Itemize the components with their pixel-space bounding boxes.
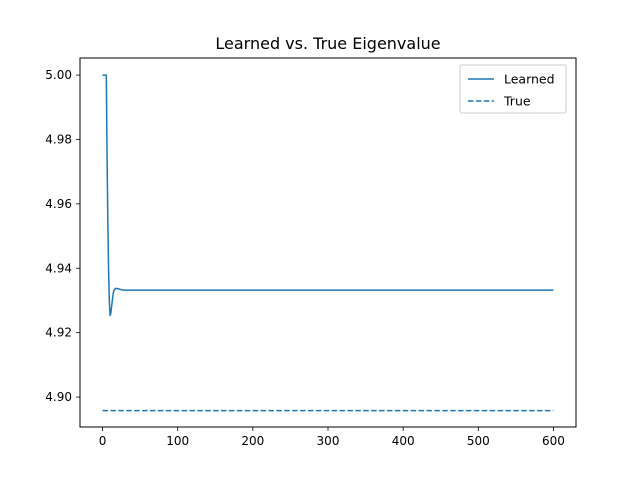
x-tick-label: 100 [166, 434, 189, 448]
legend: Learned True [459, 64, 567, 114]
y-tick-label: 4.92 [45, 326, 72, 340]
legend-label-learned: Learned [504, 72, 555, 87]
x-tick-label: 600 [542, 434, 565, 448]
x-tick-label: 200 [241, 434, 264, 448]
x-tick-label: 400 [392, 434, 415, 448]
y-tick-label: 4.94 [45, 261, 72, 275]
y-tick-label: 4.96 [45, 197, 72, 211]
y-tick-label: 4.98 [45, 132, 72, 146]
x-axis: 0 100 200 300 400 500 600 [99, 427, 565, 448]
series-layer [102, 74, 554, 412]
x-tick-label: 300 [317, 434, 340, 448]
y-tick-label: 5.00 [45, 68, 72, 82]
x-tick-label: 500 [467, 434, 490, 448]
series-line-learned [102, 74, 554, 317]
y-tick-label: 4.90 [45, 390, 72, 404]
x-tick-label: 0 [99, 434, 107, 448]
legend-label-true: True [503, 94, 531, 109]
y-axis: 4.90 4.92 4.94 4.96 4.98 5.00 [45, 68, 80, 404]
chart-title: Learned vs. True Eigenvalue [215, 34, 440, 53]
